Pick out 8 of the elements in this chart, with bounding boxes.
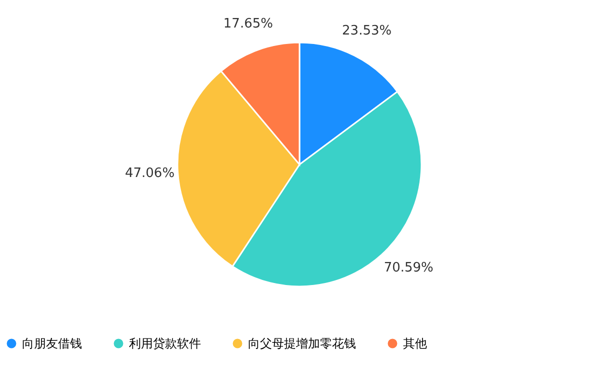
legend-label: 向朋友借钱 [22, 336, 82, 351]
legend-label: 其他 [403, 336, 427, 351]
data-label: 47.06% [124, 166, 175, 182]
legend-label: 向父母提增加零花钱 [248, 336, 356, 351]
data-label: 23.53% [342, 23, 392, 38]
legend-label: 利用贷款软件 [129, 336, 201, 351]
data-label: 70.59% [384, 260, 434, 276]
data-label: 17.65% [223, 16, 273, 32]
